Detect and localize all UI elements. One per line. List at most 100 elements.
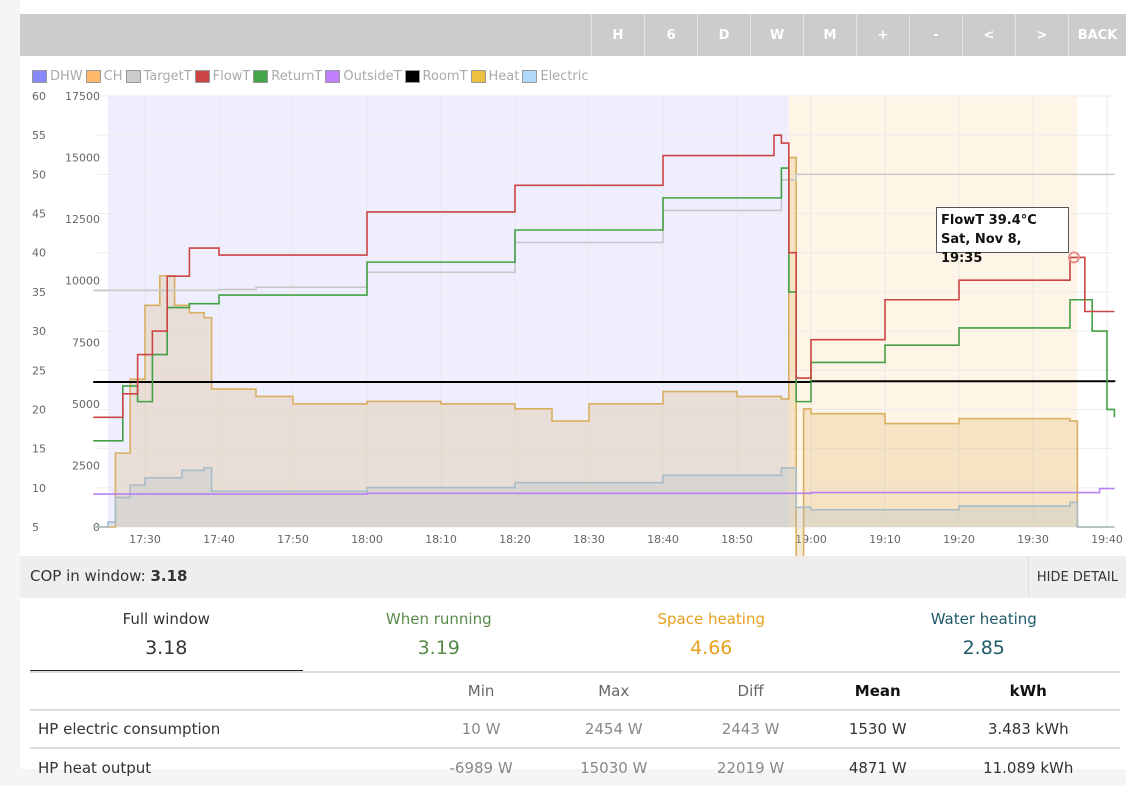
y-left-tick-label: 10 [32,482,46,495]
toolbar-button-9[interactable]: BACK [1068,14,1126,56]
cop-value: 3.18 [150,567,188,585]
legend-swatch [253,70,269,83]
toolbar-button-7[interactable]: < [962,14,1015,56]
y-left-tick-label: 50 [32,168,46,181]
series-line-flowt [93,134,1115,419]
toolbar-button-8[interactable]: > [1015,14,1068,56]
legend-item-outsidet[interactable]: OutsideT [325,69,402,84]
table-cell: 3.483 kWh [936,709,1120,748]
legend-item-roomt[interactable]: RoomT [404,69,468,84]
legend-swatch [404,70,420,83]
chart-legend: DHW CH TargetT FlowT ReturnT OutsideT RoomT Hea… [32,69,589,84]
legend-item-flowt[interactable]: FlowT [194,69,251,84]
table-cell: 10 W [416,709,546,748]
table-cell: -6989 W [416,747,546,786]
y-right-tick-label: 15000 [65,152,100,165]
legend-label: Electric [540,69,589,84]
legend-item-dhw[interactable]: DHW [32,69,83,84]
chart[interactable]: 17:30 17:40 17:50 18:00 18:10 18:20 18:30 18:40… [0,0,1126,560]
cop-label: COP in window: [30,567,146,585]
x-tick-label: 18:50 [721,533,753,546]
legend-item-ch[interactable]: CH [85,69,123,84]
legend-item-returnt[interactable]: ReturnT [253,69,322,84]
series-area-heat [93,157,1115,560]
x-tick-label: 19:20 [943,533,975,546]
legend-label: FlowT [212,69,251,84]
toolbar-button-3[interactable]: W [750,14,803,56]
toolbar-button-2[interactable]: D [697,14,750,56]
x-tick-label: 18:10 [425,533,457,546]
legend-swatch [32,70,47,83]
y-left-tick-label: 45 [32,208,46,221]
x-tick-label: 19:40 [1091,533,1123,546]
column-header: Max [545,671,683,710]
series-line-outsidet [93,487,1115,495]
y-left-tick-label: 35 [32,286,46,299]
column-header: Min [416,671,546,710]
legend-swatch [470,70,486,83]
tooltip-line1: FlowT 39.4°C [941,213,1037,228]
y-left-tick-label: 40 [32,247,46,260]
series-line-electric [93,467,1115,528]
cop-stat-2[interactable]: Space heating 4.66 [575,605,848,671]
legend-swatch [194,70,210,83]
legend-label: RoomT [422,69,468,84]
cop-bar: COP in window: 3.18 HIDE DETAIL [20,556,1126,598]
toolbar-button-4[interactable]: M [803,14,856,56]
y-right-tick-label: 5000 [72,398,100,411]
y-left-tick-label: 25 [32,364,46,377]
legend-label: DHW [50,69,83,84]
legend-swatch [125,70,141,83]
toolbar-button-1[interactable]: 6 [644,14,697,56]
toolbar: H 6 D W M + - < > BACK [20,14,1126,56]
cop-summary: COP in window: 3.18 [30,567,187,585]
legend-swatch [522,70,538,83]
series-line-heat [93,156,1115,560]
x-tick-label: 18:40 [647,533,679,546]
cop-stat-1[interactable]: When running 3.19 [303,605,576,671]
band-ch [788,96,1078,527]
y-right-tick-label: 2500 [72,459,100,472]
y-left-tick-label: 30 [32,325,46,338]
legend-item-electric[interactable]: Electric [522,69,589,84]
hide-detail-button[interactable]: HIDE DETAIL [1027,556,1126,598]
cop-stat-label: When running [385,610,492,628]
toolbar-button-5[interactable]: + [856,14,909,56]
legend-item-targett[interactable]: TargetT [125,69,192,84]
tooltip-line2: Sat, Nov 8, 19:35 [941,232,1022,266]
table-cell: 2454 W [545,709,683,748]
cop-stats: Full window 3.18 When running 3.19 Space hea… [30,605,1120,671]
cop-stat-value: 4.66 [690,637,733,659]
legend-label: TargetT [143,69,192,84]
column-header: kWh [936,671,1120,710]
cop-stat-value: 3.19 [417,637,460,659]
legend-item-heat[interactable]: Heat [470,69,519,84]
legend-label: OutsideT [343,69,402,84]
table-cell: 22019 W [682,747,819,786]
table-cell: 2443 W [682,709,819,748]
y-left-tick-label: 15 [32,443,46,456]
table-cell: HP electric consumption [30,709,417,748]
series-area-electric [93,467,1115,527]
y-right-tick-label: 10000 [65,275,100,288]
legend-label: ReturnT [271,69,323,84]
table-cell: 15030 W [545,747,683,786]
table-cell: HP heat output [30,747,417,786]
table-cell: 4871 W [819,747,937,786]
cop-stat-value: 2.85 [962,637,1005,659]
legend-swatch [85,70,101,83]
table-row: HP heat output -6989 W 15030 W 22019 W 4871 … [30,747,1120,786]
column-header [30,671,417,710]
x-tick-label: 18:30 [573,533,605,546]
toolbar-button-0[interactable]: H [591,14,644,56]
hover-marker [1068,251,1080,264]
x-tick-label: 17:50 [277,533,309,546]
y-left-tick-label: 55 [32,129,46,142]
x-tick-label: 19:10 [869,533,901,546]
toolbar-button-6[interactable]: - [909,14,962,56]
y-right-tick-label: 7500 [72,336,100,349]
cop-stat-0[interactable]: Full window 3.18 [30,605,303,671]
cop-stat-3[interactable]: Water heating 2.85 [848,605,1121,671]
y-left-tick-label: 5 [32,521,39,534]
